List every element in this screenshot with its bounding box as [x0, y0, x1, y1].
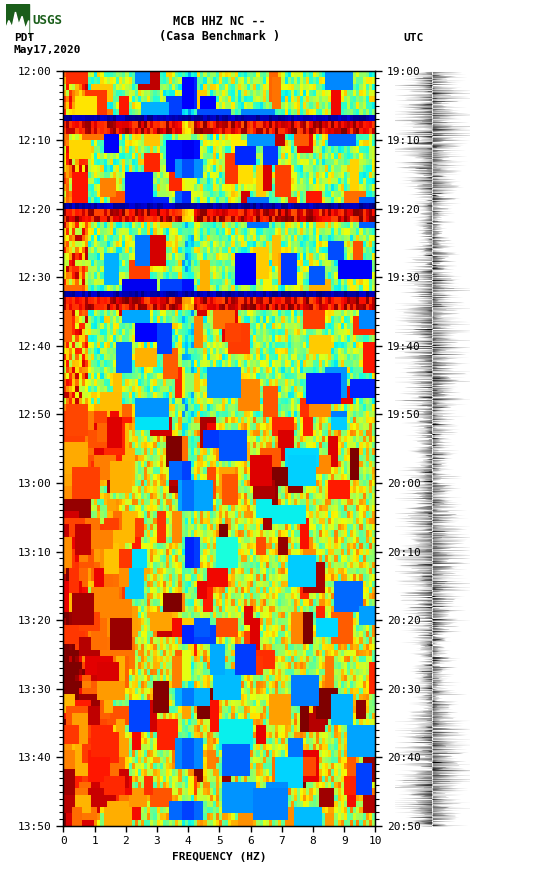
Text: (Casa Benchmark ): (Casa Benchmark ) [159, 29, 280, 43]
Polygon shape [6, 13, 29, 38]
Text: PDT: PDT [14, 33, 34, 43]
Text: MCB HHZ NC --: MCB HHZ NC -- [173, 14, 266, 28]
Text: USGS: USGS [32, 14, 62, 27]
Text: UTC: UTC [403, 33, 423, 43]
Text: May17,2020: May17,2020 [14, 46, 81, 55]
Bar [6, 4, 29, 38]
X-axis label: FREQUENCY (HZ): FREQUENCY (HZ) [172, 852, 267, 862]
